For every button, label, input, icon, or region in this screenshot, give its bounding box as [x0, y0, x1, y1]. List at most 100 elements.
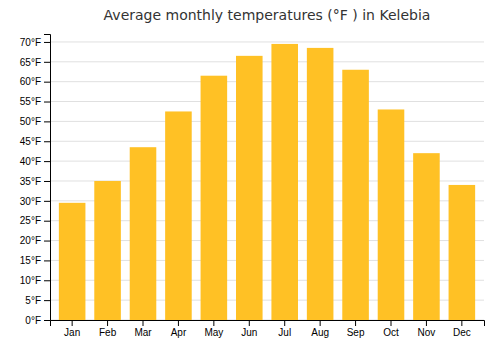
tick-mark — [44, 62, 50, 63]
tick-label: 55°F — [20, 96, 41, 107]
tick-mark — [426, 320, 427, 326]
tick-mark — [44, 260, 50, 261]
y-axis: 0°F 5°F 10°F 15°F 20°F 25°F 30°F 35°F 40°F 45°F 50… — [20, 35, 51, 326]
tick-mark — [44, 102, 50, 103]
tick: 20°F — [20, 235, 50, 246]
tick-label: 60°F — [20, 76, 41, 87]
bar — [307, 48, 334, 320]
tick: Mar — [134, 320, 152, 338]
tick-label: 0°F — [25, 315, 41, 326]
grid-line — [50, 101, 484, 102]
tick-label: 15°F — [20, 255, 41, 266]
tick: 0°F — [25, 315, 50, 326]
tick-label: Jul — [278, 327, 291, 338]
bar — [94, 181, 121, 320]
tick: Sep — [347, 320, 365, 338]
bar — [236, 56, 263, 320]
grid-line — [50, 121, 484, 122]
tick-mark — [107, 320, 108, 326]
grid-line — [50, 61, 484, 62]
tick: Jul — [278, 320, 291, 338]
tick: 35°F — [20, 176, 50, 187]
tick-label: 65°F — [20, 57, 41, 68]
bar — [378, 109, 405, 320]
tick-label: Mar — [134, 327, 152, 338]
tick-label: Feb — [99, 327, 117, 338]
tick-mark — [44, 201, 50, 202]
bar — [59, 203, 86, 320]
tick: 50°F — [20, 116, 50, 127]
tick-mark — [44, 181, 50, 182]
tick-mark — [44, 121, 50, 122]
tick-label: 70°F — [20, 37, 41, 48]
tick-mark — [355, 320, 356, 326]
bar — [449, 185, 476, 320]
bar — [342, 70, 369, 320]
tick: 55°F — [20, 96, 50, 107]
grid-line — [50, 141, 484, 142]
tick-label: 50°F — [20, 116, 41, 127]
grid-line — [50, 81, 484, 82]
tick-label: May — [204, 327, 223, 338]
tick-label: 40°F — [20, 156, 41, 167]
tick: 10°F — [20, 275, 50, 286]
tick-mark — [44, 241, 50, 242]
tick-label: 20°F — [20, 235, 41, 246]
tick: 25°F — [20, 215, 50, 226]
bar — [201, 76, 228, 320]
marks — [59, 44, 475, 320]
tick: May — [204, 320, 223, 338]
tick-mark — [44, 300, 50, 301]
tick: Nov — [418, 320, 436, 338]
tick: 30°F — [20, 196, 50, 207]
grid — [50, 42, 484, 320]
title: Average monthly temperatures (°F ) in Ke… — [104, 7, 431, 23]
tick-label: 5°F — [25, 295, 41, 306]
x-axis: Jan Feb Mar Apr May Jun Jul Aug Sep Oct Nov Dec — [51, 320, 485, 338]
tick-label: Apr — [171, 327, 187, 338]
tick-mark — [44, 161, 50, 162]
tick-label: 10°F — [20, 275, 41, 286]
tick: Aug — [311, 320, 329, 338]
tick-label: Dec — [453, 327, 471, 338]
bar — [130, 147, 157, 320]
tick-mark — [143, 320, 144, 326]
tick: 65°F — [20, 57, 50, 68]
tick-label: 25°F — [20, 215, 41, 226]
tick: Oct — [383, 320, 399, 338]
tick: 5°F — [25, 295, 50, 306]
tick-mark — [178, 320, 179, 326]
tick-label: Oct — [383, 327, 399, 338]
tick-label: Sep — [347, 327, 365, 338]
tick-label: Nov — [418, 327, 436, 338]
bar — [165, 111, 192, 320]
axis-line — [44, 35, 51, 321]
tick-mark — [44, 82, 50, 83]
tick-label: Jun — [241, 327, 257, 338]
tick: Jan — [64, 320, 80, 338]
tick-mark — [320, 320, 321, 326]
chart: 0°F 5°F 10°F 15°F 20°F 25°F 30°F 35°F 40°F 45°F 50… — [0, 0, 500, 350]
tick: Dec — [453, 320, 471, 338]
grid-line — [50, 41, 484, 42]
plot: 0°F 5°F 10°F 15°F 20°F 25°F 30°F 35°F 40°F 45°F 50… — [20, 35, 485, 339]
tick-label: Aug — [311, 327, 329, 338]
tick: Jun — [241, 320, 257, 338]
tick-label: 45°F — [20, 136, 41, 147]
tick: Feb — [99, 320, 117, 338]
bar — [271, 44, 298, 320]
tick-mark — [44, 42, 50, 43]
tick: Apr — [171, 320, 187, 338]
tick-label: 30°F — [20, 196, 41, 207]
tick: 70°F — [20, 37, 50, 48]
tick-mark — [44, 280, 50, 281]
tick-mark — [249, 320, 250, 326]
tick-label: 35°F — [20, 176, 41, 187]
tick-mark — [284, 320, 285, 326]
tick-mark — [44, 221, 50, 222]
tick-mark — [72, 320, 73, 326]
tick-label: Jan — [64, 327, 80, 338]
tick-mark — [391, 320, 392, 326]
tick-mark — [461, 320, 462, 326]
tick: 15°F — [20, 255, 50, 266]
